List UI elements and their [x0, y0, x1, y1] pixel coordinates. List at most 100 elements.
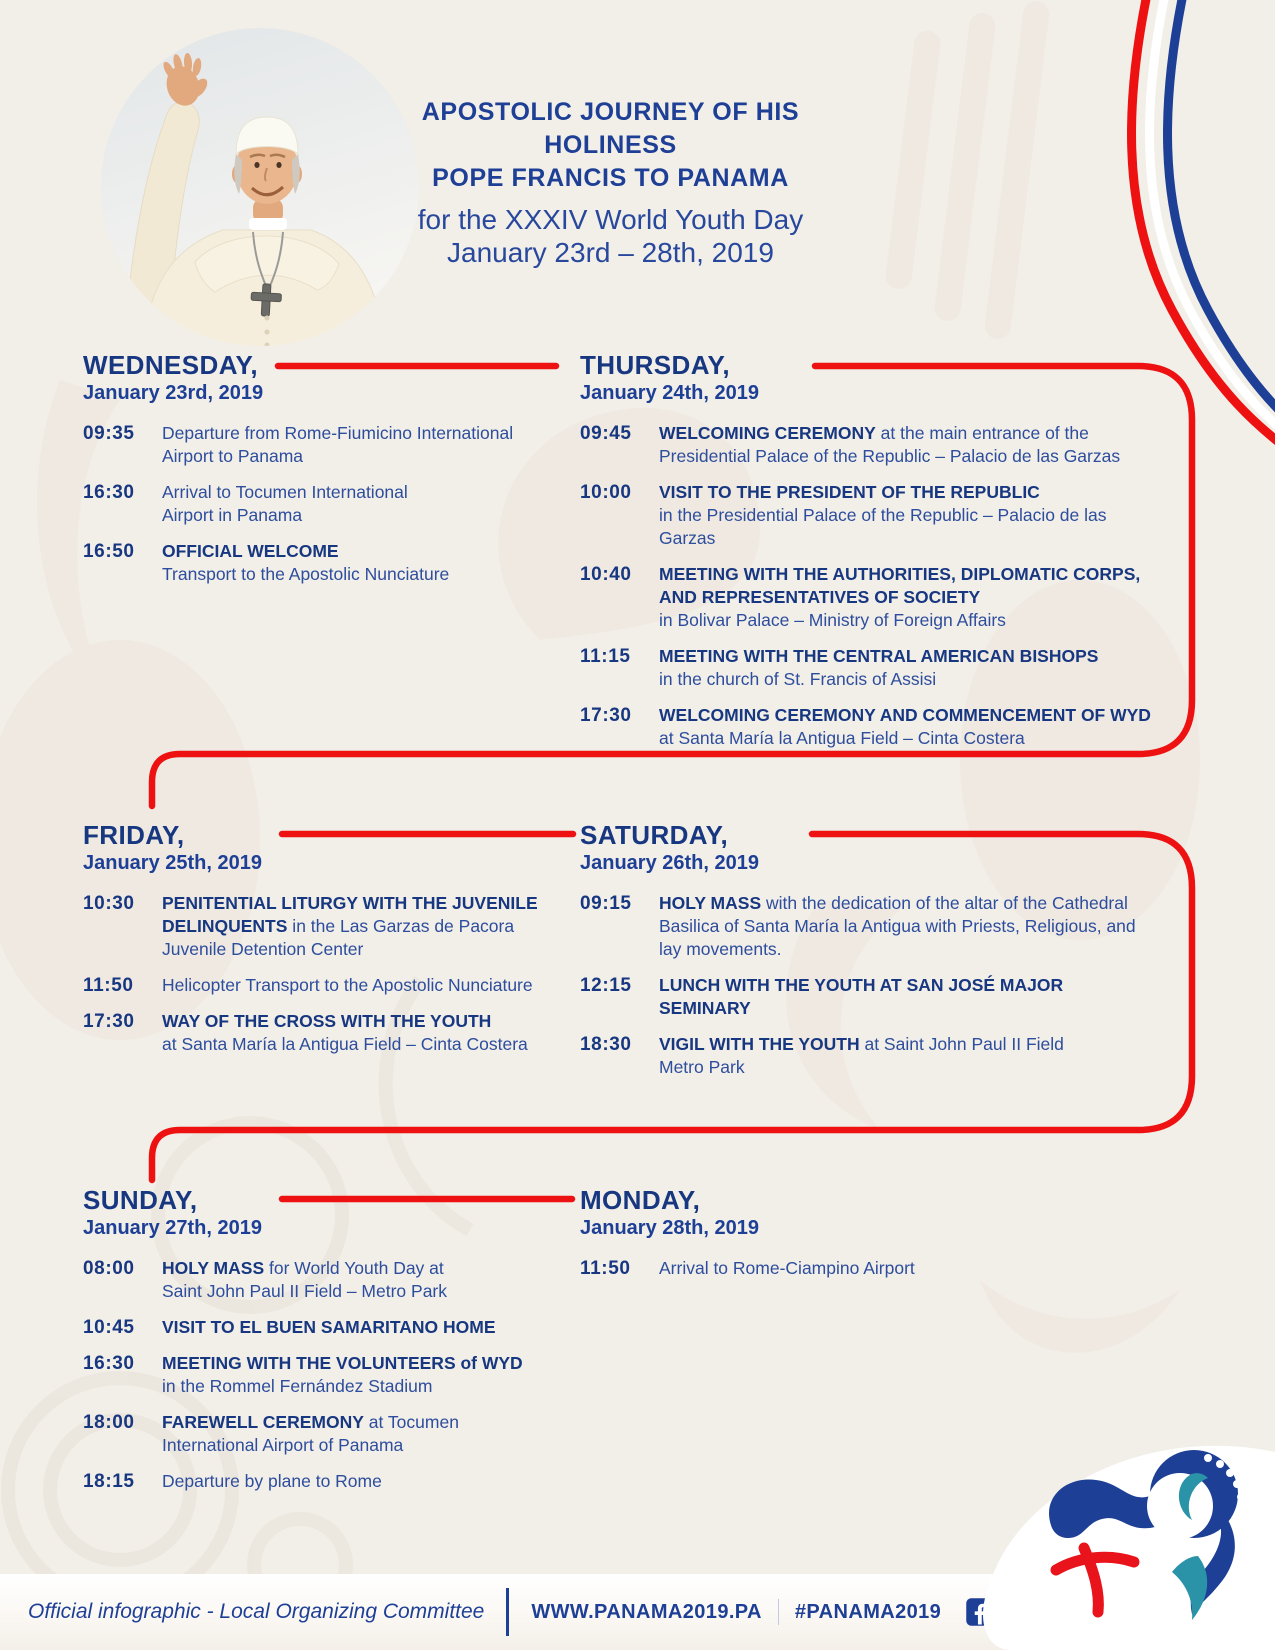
- event-detail: at the main entrance of the Presidential…: [659, 423, 1121, 466]
- event-description: VISIT TO THE PRESIDENT OF THE REPUBLIC in…: [659, 481, 1159, 550]
- event-time: 09:15: [580, 893, 632, 914]
- wyd-panama-2019-logo: [1049, 1450, 1245, 1620]
- footer-credit: Official infographic - Local Organizing …: [28, 1600, 485, 1623]
- event-description: Departure from Rome-Fiumicino Internatio…: [162, 422, 562, 468]
- schedule-item: 09:45 WELCOMING CEREMONY at the main ent…: [580, 422, 1175, 468]
- event-detail: at Tocumen: [363, 1412, 459, 1432]
- event-title: HOLY MASS: [659, 893, 762, 913]
- event-description: VISIT TO EL BUEN SAMARITANO HOME: [162, 1316, 562, 1339]
- event-time: 12:15: [580, 975, 632, 996]
- day-date: January 25th, 2019: [83, 852, 262, 874]
- event-detail: with the dedication of the altar of the …: [659, 893, 1136, 959]
- event-time: 11:50: [83, 975, 134, 996]
- day-date: January 23rd, 2019: [83, 382, 264, 404]
- event-detail-line2: Saint John Paul II Field – Metro Park: [162, 1281, 447, 1301]
- event-title: WELCOMING CEREMONY AND COMMENCEMENT OF W…: [659, 705, 1151, 725]
- footer-website-link[interactable]: WWW.PANAMA2019.PA: [531, 1600, 762, 1623]
- day-date: January 28th, 2019: [580, 1217, 759, 1239]
- event-description: FAREWELL CEREMONY at Tocumen Internationa…: [162, 1411, 562, 1457]
- event-time: 10:30: [83, 893, 135, 914]
- day-name: FRIDAY,: [83, 820, 185, 850]
- event-title: FAREWELL CEREMONY: [162, 1412, 364, 1432]
- day-date: January 24th, 2019: [580, 382, 759, 404]
- day-name: SATURDAY,: [580, 820, 729, 850]
- event-detail: Departure by plane to Rome: [162, 1471, 382, 1491]
- event-detail: at Saint John Paul II Field: [859, 1034, 1064, 1054]
- footer-divider: [506, 1588, 510, 1636]
- page-subtitle: for the XXXIV World Youth Day: [417, 204, 804, 235]
- event-description: OFFICIAL WELCOME Transport to the Apostol…: [162, 540, 562, 586]
- schedule-item: 16:30 MEETING WITH THE VOLUNTEERS of WYD…: [83, 1352, 563, 1398]
- event-detail-line2: Metro Park: [659, 1057, 745, 1077]
- pope-francis-photo: [101, 28, 419, 346]
- corner-stripes-decoration: [1127, 0, 1275, 446]
- event-description: WELCOMING CEREMONY AND COMMENCEMENT OF W…: [659, 704, 1159, 750]
- schedule-item: 10:45 VISIT TO EL BUEN SAMARITANO HOME: [83, 1316, 563, 1339]
- event-title: WELCOMING CEREMONY: [659, 423, 876, 443]
- event-time: 16:30: [83, 1353, 135, 1374]
- schedule-item: 16:50 OFFICIAL WELCOME Transport to the A…: [83, 540, 563, 586]
- event-description: PENITENTIAL LITURGY WITH THE JUVENILE DE…: [162, 892, 562, 961]
- day-name: THURSDAY,: [580, 350, 731, 380]
- event-time: 10:00: [580, 482, 632, 503]
- day-section-friday: FRIDAY, January 25th, 2019 10:30 PENITEN…: [83, 820, 563, 1056]
- day-section-monday: MONDAY, January 28th, 2019 11:50 Arrival…: [580, 1185, 1175, 1280]
- event-time: 17:30: [83, 1011, 135, 1032]
- event-description: WELCOMING CEREMONY at the main entrance …: [659, 422, 1159, 468]
- day-name: SUNDAY,: [83, 1185, 198, 1215]
- event-description: HOLY MASS with the dedication of the alt…: [659, 892, 1159, 961]
- page-date-range: January 23rd – 28th, 2019: [447, 237, 774, 268]
- event-description: MEETING WITH THE CENTRAL AMERICAN BISHOP…: [659, 645, 1159, 691]
- day-section-saturday: SATURDAY, January 26th, 2019 09:15 HOLY …: [580, 820, 1175, 1079]
- event-time: 16:30: [83, 482, 135, 503]
- day-schedule: 09:35 Departure from Rome-Fiumicino Inte…: [83, 422, 563, 586]
- schedule-item: 17:30 WAY OF THE CROSS WITH THE YOUTH at …: [83, 1010, 563, 1056]
- event-description: Arrival to Rome-Ciampino Airport: [659, 1257, 1159, 1280]
- event-description: HOLY MASS for World Youth Day at Saint Jo…: [162, 1257, 562, 1303]
- event-detail: Departure from Rome-Fiumicino Internatio…: [162, 423, 514, 443]
- day-name: MONDAY,: [580, 1185, 701, 1215]
- event-time: 08:00: [83, 1258, 135, 1279]
- event-description: MEETING WITH THE VOLUNTEERS of WYD in the…: [162, 1352, 562, 1398]
- event-detail-line2: Airport to Panama: [162, 446, 304, 466]
- event-detail: Arrival to Rome-Ciampino Airport: [659, 1258, 915, 1278]
- event-title: WAY OF THE CROSS WITH THE YOUTH: [162, 1011, 492, 1031]
- day-section-thursday: THURSDAY, January 24th, 2019 09:45 WELCO…: [580, 350, 1175, 750]
- event-detail: Helicopter Transport to the Apostolic Nu…: [162, 975, 533, 995]
- event-title: VIGIL WITH THE YOUTH: [659, 1034, 860, 1054]
- page-title-line1: APOSTOLIC JOURNEY OF HIS HOLINESS: [421, 98, 800, 159]
- schedule-item: 18:00 FAREWELL CEREMONY at Tocumen Intern…: [83, 1411, 563, 1457]
- event-description: Helicopter Transport to the Apostolic Nu…: [162, 974, 562, 997]
- header-title-block: APOSTOLIC JOURNEY OF HIS HOLINESS POPE F…: [358, 96, 863, 269]
- event-title: LUNCH WITH THE YOUTH AT SAN JOSÉ MAJOR S…: [659, 975, 1064, 1018]
- event-time: 11:15: [580, 646, 631, 667]
- event-time: 10:45: [83, 1317, 135, 1338]
- event-detail: at Santa María la Antigua Field – Cinta …: [659, 728, 1025, 748]
- event-title: PENITENTIAL LITURGY WITH THE JUVENILE DE…: [162, 893, 538, 936]
- schedule-item: 10:40 MEETING WITH THE AUTHORITIES, DIPL…: [580, 563, 1175, 632]
- event-title: VISIT TO EL BUEN SAMARITANO HOME: [162, 1317, 496, 1337]
- day-name: WEDNESDAY,: [83, 350, 258, 380]
- event-description: LUNCH WITH THE YOUTH AT SAN JOSÉ MAJOR S…: [659, 974, 1159, 1020]
- event-detail: in the church of St. Francis of Assisi: [659, 669, 937, 689]
- day-schedule: 08:00 HOLY MASS for World Youth Day at Sa…: [83, 1257, 563, 1493]
- event-title: MEETING WITH THE VOLUNTEERS of WYD: [162, 1353, 523, 1373]
- page-title-line2: POPE FRANCIS TO PANAMA: [432, 164, 789, 192]
- event-time: 09:45: [580, 423, 632, 444]
- event-description: VIGIL WITH THE YOUTH at Saint John Paul …: [659, 1033, 1159, 1079]
- event-detail-line2: International Airport of Panama: [162, 1435, 404, 1455]
- day-date: January 27th, 2019: [83, 1217, 262, 1239]
- schedule-item: 11:15 MEETING WITH THE CENTRAL AMERICAN …: [580, 645, 1175, 691]
- event-detail: in the Las Garzas de Pacora Juvenile Det…: [162, 916, 515, 959]
- footer-hashtag: #PANAMA2019: [794, 1600, 942, 1623]
- event-time: 18:30: [580, 1034, 632, 1055]
- event-time: 18:15: [83, 1471, 135, 1492]
- event-time: 09:35: [83, 423, 135, 444]
- schedule-item: 10:00 VISIT TO THE PRESIDENT OF THE REPU…: [580, 481, 1175, 550]
- event-detail: in the Rommel Fernández Stadium: [162, 1376, 433, 1396]
- event-time: 18:00: [83, 1412, 135, 1433]
- event-title: OFFICIAL WELCOME: [162, 541, 339, 561]
- event-time: 10:40: [580, 564, 632, 585]
